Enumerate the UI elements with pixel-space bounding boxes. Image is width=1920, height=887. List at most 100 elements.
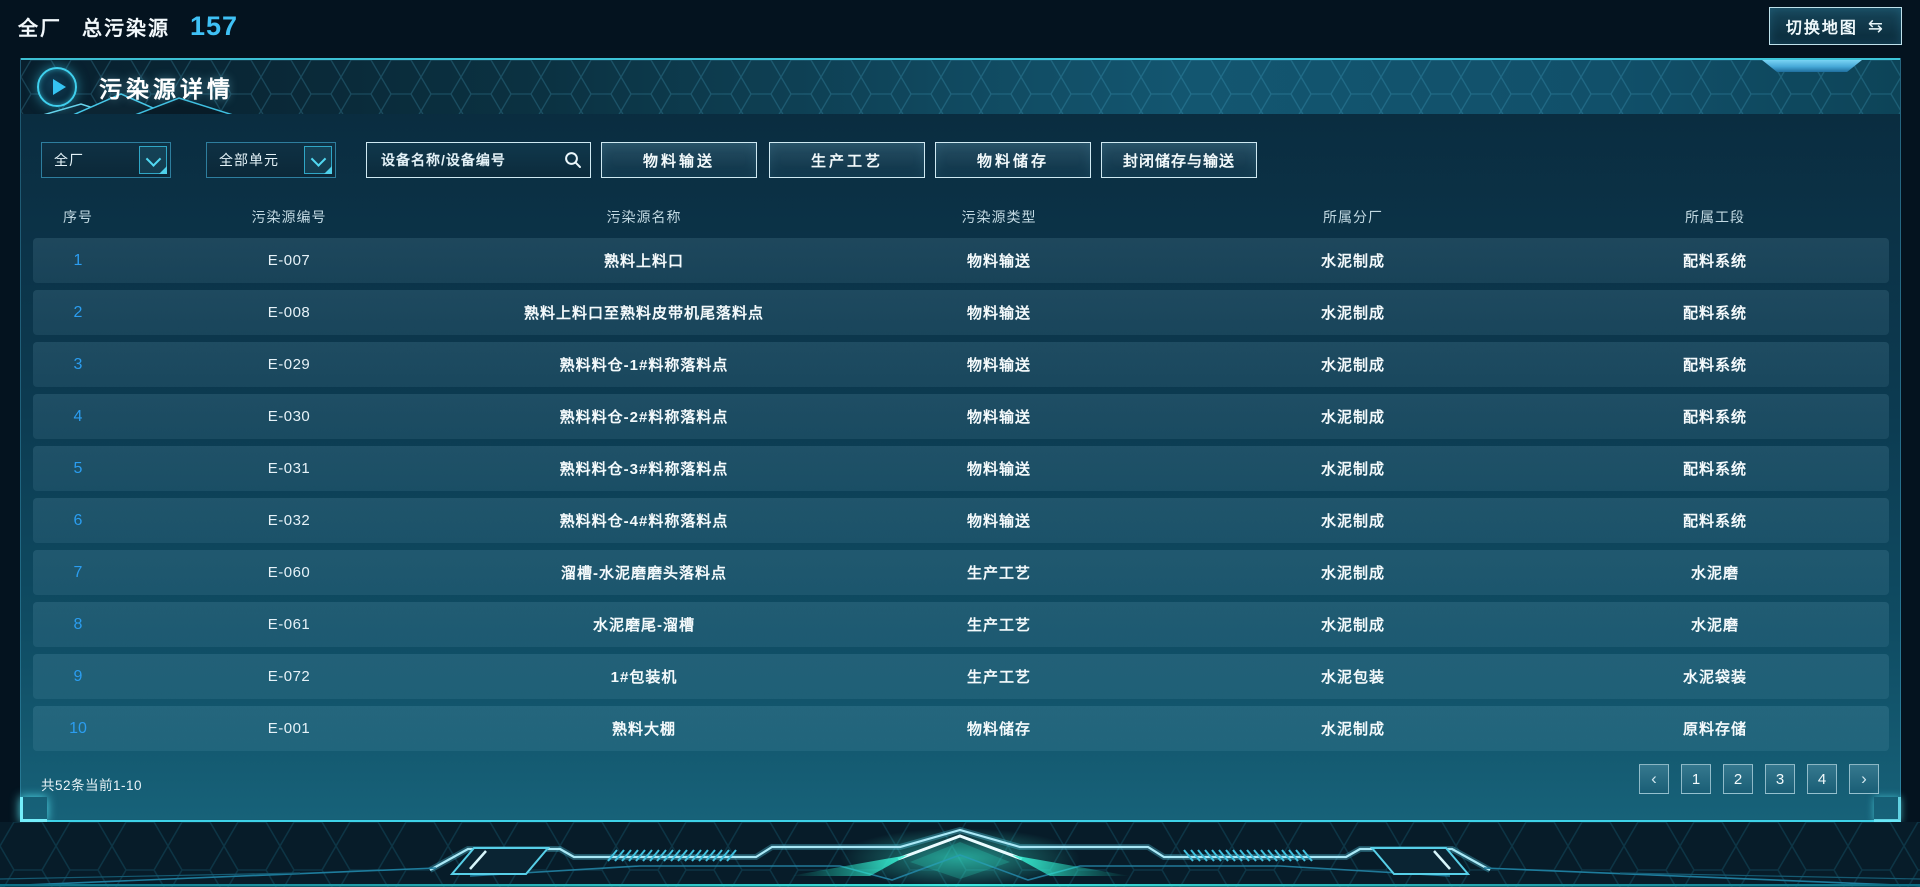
table-row[interactable]: 4 E-030 熟料料仓-2#料称落料点 物料输送 水泥制成 配料系统 xyxy=(33,394,1889,439)
cell-branch: 水泥制成 xyxy=(1320,409,1385,426)
table-body: 1 E-007 熟料上料口 物料输送 水泥制成 配料系统 2 E-008 熟料上… xyxy=(33,238,1889,758)
cell-name: 熟料上料口至熟料皮带机尾落料点 xyxy=(523,305,764,322)
chevron-down-icon xyxy=(304,146,332,174)
cell-index: 1 xyxy=(73,251,83,269)
page-button-2[interactable]: 2 xyxy=(1723,764,1753,794)
total-pollution-readout: 全厂 总污染源 157 xyxy=(18,11,238,42)
cell-branch: 水泥包装 xyxy=(1320,669,1385,686)
cell-code: E-031 xyxy=(267,460,311,477)
cell-index: 10 xyxy=(69,719,87,737)
cell-name: 水泥磨尾-溜槽 xyxy=(593,617,695,634)
cell-index: 2 xyxy=(73,303,83,321)
cell-type: 物料输送 xyxy=(966,513,1031,530)
total-pollution-label: 总污染源 xyxy=(82,17,170,40)
search-icon[interactable] xyxy=(556,143,590,177)
cell-branch: 水泥制成 xyxy=(1320,253,1385,270)
table-row[interactable]: 1 E-007 熟料上料口 物料输送 水泥制成 配料系统 xyxy=(33,238,1889,283)
table-row[interactable]: 8 E-061 水泥磨尾-溜槽 生产工艺 水泥制成 水泥磨 xyxy=(33,602,1889,647)
cell-section: 水泥袋装 xyxy=(1682,669,1747,686)
cell-type: 物料输送 xyxy=(966,409,1031,426)
cell-index: 7 xyxy=(73,563,83,581)
cell-name: 熟料料仓-3#料称落料点 xyxy=(559,461,729,478)
cell-index: 6 xyxy=(73,511,83,529)
hexagon-pattern-decoration xyxy=(21,60,1900,114)
cell-name: 溜槽-水泥磨磨头落料点 xyxy=(561,565,727,582)
filter-row: 全厂 全部单元 物料输送 生产工艺 物料储存 封闭储存与输送 xyxy=(41,142,1257,178)
bottom-decoration xyxy=(0,822,1920,887)
cell-code: E-029 xyxy=(267,356,311,373)
cell-branch: 水泥制成 xyxy=(1320,357,1385,374)
cell-code: E-007 xyxy=(267,252,311,269)
cell-section: 配料系统 xyxy=(1682,461,1747,478)
cell-branch: 水泥制成 xyxy=(1320,721,1385,738)
panel-title: 污染源详情 xyxy=(99,76,234,102)
page-button-4[interactable]: 4 xyxy=(1807,764,1837,794)
cell-type: 物料输送 xyxy=(966,357,1031,374)
cell-section: 水泥磨 xyxy=(1690,617,1739,634)
scope-label: 全厂 xyxy=(18,17,62,40)
unit-select[interactable]: 全部单元 xyxy=(206,142,336,178)
factory-select-value: 全厂 xyxy=(54,152,84,168)
cell-name: 熟料料仓-4#料称落料点 xyxy=(559,513,729,530)
table-row[interactable]: 3 E-029 熟料料仓-1#料称落料点 物料输送 水泥制成 配料系统 xyxy=(33,342,1889,387)
table-header-cell: 污染源编号 xyxy=(251,209,327,225)
header-tab-decoration xyxy=(1762,60,1862,72)
cell-index: 5 xyxy=(73,459,83,477)
next-page-button[interactable]: › xyxy=(1849,764,1879,794)
cell-name: 熟料上料口 xyxy=(603,253,684,270)
page-button-1[interactable]: 1 xyxy=(1681,764,1711,794)
page-button-3[interactable]: 3 xyxy=(1765,764,1795,794)
table-row[interactable]: 5 E-031 熟料料仓-3#料称落料点 物料输送 水泥制成 配料系统 xyxy=(33,446,1889,491)
unit-select-value: 全部单元 xyxy=(219,152,279,168)
filter-type-button-material-transport[interactable]: 物料输送 xyxy=(601,142,757,178)
chevron-right-icon: › xyxy=(1861,769,1867,788)
cell-type: 物料储存 xyxy=(966,721,1031,738)
switch-map-label: 切换地图 xyxy=(1785,20,1858,37)
prev-page-button[interactable]: ‹ xyxy=(1639,764,1669,794)
cell-type: 物料输送 xyxy=(966,461,1031,478)
cell-branch: 水泥制成 xyxy=(1320,513,1385,530)
cell-code: E-072 xyxy=(267,668,311,685)
cell-section: 水泥磨 xyxy=(1690,565,1739,582)
search-input[interactable] xyxy=(379,151,556,169)
cell-code: E-060 xyxy=(267,564,311,581)
cell-type: 生产工艺 xyxy=(966,617,1031,634)
cell-code: E-032 xyxy=(267,512,311,529)
cell-name: 熟料料仓-1#料称落料点 xyxy=(559,357,729,374)
cell-section: 配料系统 xyxy=(1682,409,1747,426)
table-header-cell: 所属分厂 xyxy=(1323,209,1383,225)
table-header-cell: 污染源名称 xyxy=(606,209,682,225)
cell-index: 4 xyxy=(73,407,83,425)
cell-code: E-008 xyxy=(267,304,311,321)
search-box xyxy=(366,142,591,178)
chevron-down-icon xyxy=(139,146,167,174)
table-row[interactable]: 9 E-072 1#包装机 生产工艺 水泥包装 水泥袋装 xyxy=(33,654,1889,699)
cell-type: 生产工艺 xyxy=(966,669,1031,686)
filter-type-button-material-storage[interactable]: 物料储存 xyxy=(935,142,1091,178)
table-header: 序号 污染源编号 污染源名称 污染源类型 所属分厂 所属工段 xyxy=(33,204,1889,230)
cell-section: 配料系统 xyxy=(1682,253,1747,270)
cell-branch: 水泥制成 xyxy=(1320,617,1385,634)
cell-branch: 水泥制成 xyxy=(1320,565,1385,582)
cell-index: 9 xyxy=(73,667,83,685)
factory-select[interactable]: 全厂 xyxy=(41,142,171,178)
switch-map-button[interactable]: 切换地图 ⇆ xyxy=(1768,7,1902,45)
pagination: ‹ 1 2 3 4 › xyxy=(1639,764,1879,794)
table-row[interactable]: 2 E-008 熟料上料口至熟料皮带机尾落料点 物料输送 水泥制成 配料系统 xyxy=(33,290,1889,335)
table-row[interactable]: 6 E-032 熟料料仓-4#料称落料点 物料输送 水泥制成 配料系统 xyxy=(33,498,1889,543)
table-header-cell: 所属工段 xyxy=(1685,209,1745,225)
table-row[interactable]: 7 E-060 溜槽-水泥磨磨头落料点 生产工艺 水泥制成 水泥磨 xyxy=(33,550,1889,595)
cell-code: E-001 xyxy=(267,720,311,737)
filter-type-button-closed-storage-transport[interactable]: 封闭储存与输送 xyxy=(1101,142,1257,178)
cell-branch: 水泥制成 xyxy=(1320,305,1385,322)
panel-header: 污染源详情 xyxy=(21,58,1900,114)
table-header-cell: 序号 xyxy=(63,209,93,225)
table-row[interactable]: 10 E-001 熟料大棚 物料储存 水泥制成 原料存储 xyxy=(33,706,1889,751)
record-summary: 共52条当前1-10 xyxy=(41,778,143,793)
filter-type-button-production-process[interactable]: 生产工艺 xyxy=(769,142,925,178)
swap-arrows-icon: ⇆ xyxy=(1867,15,1885,36)
cell-name: 1#包装机 xyxy=(610,669,678,686)
cell-section: 配料系统 xyxy=(1682,305,1747,322)
cell-section: 配料系统 xyxy=(1682,357,1747,374)
cell-code: E-030 xyxy=(267,408,311,425)
